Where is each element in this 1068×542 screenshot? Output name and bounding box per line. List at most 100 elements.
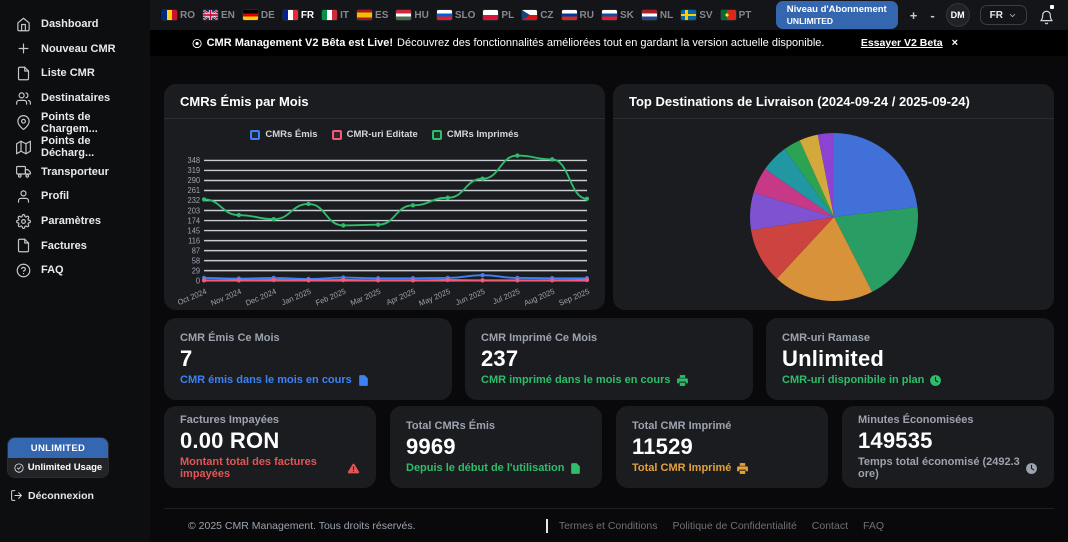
plan-button[interactable]: UNLIMITED [8, 438, 108, 458]
stat-subtitle-link[interactable]: CMR émis dans le mois en cours [180, 374, 436, 387]
language-flag-pl[interactable]: PL [483, 10, 514, 21]
dashboard-content: CMRs Émis par Mois CMRs Émis CMR-uri Edi… [150, 56, 1068, 542]
sidebar-item-points-de-chargem[interactable]: Points de Chargem... [0, 110, 150, 135]
pie-slice-9[interactable] [817, 132, 834, 217]
language-flag-hu[interactable]: HU [396, 10, 429, 21]
stat-card-minutes-conomis-es: Minutes Économisées 149535 Temps total é… [842, 406, 1054, 488]
zoom-out-button[interactable]: - [930, 7, 935, 23]
language-flag-sv[interactable]: SV [681, 10, 713, 21]
stat-subtitle-link[interactable]: Depuis le début de l'utilisation [406, 462, 586, 475]
language-flag-nl[interactable]: NL [641, 10, 673, 21]
svg-text:203: 203 [188, 206, 201, 215]
line-chart-card: CMRs Émis par Mois CMRs Émis CMR-uri Edi… [164, 84, 605, 310]
stat-card-factures-impay-es: Factures Impayées 0.00 RON Montant total… [164, 406, 376, 488]
try-v2-beta-link[interactable]: Essayer V2 Beta [860, 37, 943, 49]
clock-solid-icon [929, 374, 942, 387]
sidebar-item-dashboard[interactable]: Dashboard [0, 12, 150, 37]
close-banner-button[interactable]: × [951, 37, 958, 49]
stat-title: Factures Impayées [180, 414, 280, 426]
topbar-controls: Niveau d'Abonnement UNLIMITED + - DM FR [775, 0, 1056, 30]
logout-icon [10, 489, 23, 502]
language-flag-sk[interactable]: SK [601, 10, 634, 21]
stat-subtitle-text: Temps total économisé (2492.3 ore) [858, 456, 1020, 480]
language-flag-es[interactable]: ES [357, 10, 388, 21]
language-dropdown[interactable]: FR [979, 5, 1027, 25]
footer-link-termes-et-conditions[interactable]: Termes et Conditions [558, 519, 658, 532]
pie-slice-5[interactable] [753, 168, 834, 217]
flag-pt-icon [720, 10, 736, 20]
language-flag-cz[interactable]: CZ [522, 10, 554, 21]
user-icon [16, 189, 31, 204]
notifications-button[interactable] [1038, 5, 1056, 25]
sidebar-item-destinataires[interactable]: Destinataires [0, 86, 150, 111]
legend-label: CMRs Émis [265, 129, 318, 140]
pie-slice-1[interactable] [833, 206, 918, 292]
footer-link-politique-de-confidentialit[interactable]: Politique de Confidentialité [672, 519, 797, 532]
language-flag-fr[interactable]: FR [282, 10, 314, 21]
subscription-level-button[interactable]: Niveau d'Abonnement UNLIMITED [775, 0, 898, 30]
language-flag-en[interactable]: EN [203, 10, 235, 21]
subscription-level-value: UNLIMITED [786, 15, 834, 26]
flag-sv-icon [681, 10, 697, 20]
footer-separator [545, 518, 548, 533]
flag-ro-icon [162, 10, 177, 20]
legend-item-cmrs-imprim-s[interactable]: CMRs Imprimés [431, 129, 519, 140]
language-code: ES [375, 9, 389, 21]
sidebar-item-label: Points de Chargem... [41, 110, 98, 135]
stat-value: 237 [481, 345, 519, 371]
stat-subtitle-link[interactable]: Montant total des factures impayées [180, 456, 360, 480]
sidebar-item-factures[interactable]: Factures [0, 233, 150, 258]
stat-subtitle-text: CMR-uri disponibile in plan [782, 374, 925, 386]
stat-subtitle-link[interactable]: Total CMR Imprimé [632, 462, 812, 475]
pie-slice-0[interactable] [833, 132, 917, 217]
pie-slice-8[interactable] [799, 134, 834, 217]
stat-subtitle-text: Depuis le début de l'utilisation [406, 462, 565, 474]
stat-value: 149535 [858, 428, 933, 453]
language-flag-slo[interactable]: SLO [436, 10, 475, 21]
footer-links: Termes et Conditions Politique de Confide… [545, 518, 884, 533]
sidebar-item-transporteur[interactable]: Transporteur [0, 160, 150, 185]
file-solid-icon [357, 374, 370, 387]
pie-slice-7[interactable] [784, 139, 834, 217]
svg-text:87: 87 [192, 246, 200, 255]
flag-de-icon [242, 10, 258, 20]
language-flag-de[interactable]: DE [242, 9, 275, 21]
sidebar-item-faq[interactable]: FAQ [0, 258, 150, 283]
logout-button[interactable]: Déconnexion [10, 489, 94, 502]
stat-subtitle-link[interactable]: CMR-uri disponibile in plan [782, 374, 1038, 387]
language-flag-ro[interactable]: RO [162, 10, 195, 21]
stat-subtitle-text: CMR imprimé dans le mois en cours [481, 374, 671, 386]
sidebar-item-param-tres[interactable]: Paramètres [0, 209, 150, 234]
sidebar-item-profil[interactable]: Profil [0, 184, 150, 209]
sidebar: Dashboard Nouveau CMR Liste CMR Destinat… [0, 0, 150, 542]
pie-slice-3[interactable] [750, 216, 834, 279]
stat-title: CMR-uri Ramase [782, 331, 871, 344]
footer-link-faq[interactable]: FAQ [862, 519, 884, 532]
pie-slice-4[interactable] [749, 192, 834, 230]
pie-slice-6[interactable] [764, 148, 834, 217]
footer-link-contact[interactable]: Contact [811, 519, 848, 532]
avatar[interactable]: DM [946, 4, 969, 26]
legend-item-cmrs-mis[interactable]: CMRs Émis [250, 129, 318, 140]
zoom-in-button[interactable]: + [909, 7, 918, 23]
printer-solid-icon [676, 374, 689, 387]
language-flag-it[interactable]: IT [322, 10, 349, 21]
chevron-down-icon [1008, 11, 1017, 20]
pin-icon [16, 115, 31, 131]
stat-value: 7 [180, 345, 193, 371]
language-flag-pt[interactable]: PT [720, 10, 751, 21]
language-code: DE [260, 9, 275, 21]
sidebar-item-liste-cmr[interactable]: Liste CMR [0, 61, 150, 86]
stat-subtitle-link[interactable]: CMR imprimé dans le mois en cours [481, 374, 737, 387]
legend-item-cmr-uri-editate[interactable]: CMR-uri Editate [331, 129, 418, 140]
map-icon [16, 140, 31, 155]
stat-card-total-cmrs-mis: Total CMRs Émis 9969 Depuis le début de … [390, 406, 602, 488]
sidebar-item-points-de-d-charg[interactable]: Points de Décharg... [0, 135, 150, 160]
sidebar-item-nouveau-cmr[interactable]: Nouveau CMR [0, 37, 150, 62]
flag-hu-icon [396, 10, 412, 20]
language-flag-ru[interactable]: RU [561, 10, 594, 21]
topbar: RO EN DE FR IT ES HU SLO PL CZ [150, 0, 1068, 30]
pie-slice-2[interactable] [776, 216, 872, 301]
stat-subtitle-link[interactable]: Temps total économisé (2492.3 ore) [858, 456, 1038, 480]
